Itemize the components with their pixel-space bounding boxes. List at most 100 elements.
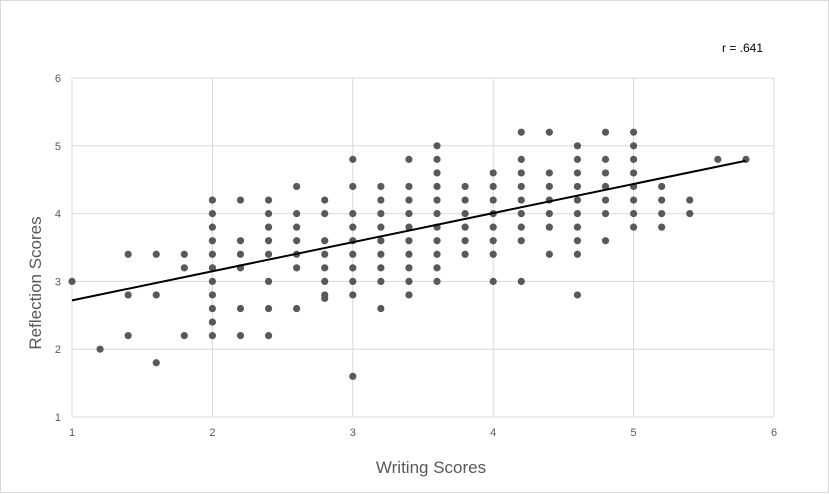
data-point (517, 277, 525, 285)
data-point (545, 128, 553, 136)
data-point (630, 155, 638, 163)
x-tick-label: 3 (350, 427, 356, 439)
data-point (489, 182, 497, 191)
data-point (714, 155, 722, 163)
data-point (461, 210, 469, 218)
data-point (180, 250, 188, 258)
data-point (180, 332, 188, 340)
data-point (405, 196, 413, 204)
data-point (433, 182, 441, 191)
data-point (601, 169, 610, 177)
data-point (236, 304, 245, 313)
data-point (264, 210, 273, 218)
data-point (349, 210, 357, 218)
data-point (68, 277, 76, 285)
data-point (630, 223, 638, 231)
data-point (630, 210, 638, 218)
data-point (630, 169, 638, 177)
data-point (433, 142, 441, 150)
data-point (264, 304, 273, 313)
data-point (630, 128, 638, 136)
data-point (545, 250, 553, 258)
y-tick-label: 5 (55, 141, 61, 153)
data-point (489, 277, 497, 285)
data-point (349, 223, 357, 231)
data-point (208, 277, 216, 285)
y-tick-label: 1 (55, 412, 61, 424)
data-point (208, 264, 216, 272)
data-point (293, 223, 301, 231)
data-point (601, 210, 610, 218)
data-point (405, 182, 413, 191)
data-point (264, 196, 273, 204)
data-point (208, 237, 216, 245)
x-tick-label: 2 (209, 427, 215, 439)
data-point (293, 304, 301, 313)
data-point (349, 291, 357, 299)
x-tick-label: 5 (631, 427, 637, 439)
data-point (573, 196, 582, 204)
data-point (124, 332, 132, 340)
data-point (405, 237, 413, 245)
data-point (377, 237, 385, 245)
data-point (573, 237, 582, 245)
data-point (208, 223, 216, 231)
data-point (601, 182, 610, 191)
y-axis-title: Reflection Scores (26, 216, 45, 349)
data-point (377, 277, 385, 285)
data-point (264, 277, 273, 285)
data-point (601, 237, 610, 245)
data-point (461, 196, 469, 204)
data-point (321, 237, 329, 245)
x-tick-label: 1 (69, 427, 75, 439)
data-points (68, 128, 750, 380)
data-point (433, 237, 441, 245)
data-point (264, 332, 273, 340)
data-point (349, 182, 357, 191)
data-point (349, 155, 357, 163)
data-point (208, 318, 216, 326)
data-point (573, 250, 582, 258)
data-point (293, 237, 301, 245)
data-point (208, 291, 216, 299)
data-point (489, 250, 497, 258)
data-point (573, 182, 582, 191)
data-point (601, 196, 610, 204)
data-point (573, 155, 582, 163)
data-point (321, 250, 329, 258)
data-point (96, 345, 104, 353)
data-point (208, 332, 216, 340)
data-point (517, 210, 525, 218)
data-point (236, 250, 245, 258)
y-tick-label: 6 (55, 73, 61, 85)
data-point (433, 277, 441, 285)
data-point (517, 169, 525, 177)
data-point (264, 250, 273, 258)
data-point (630, 142, 638, 150)
data-point (489, 223, 497, 231)
data-point (405, 250, 413, 258)
data-point (630, 196, 638, 204)
data-point (573, 223, 582, 231)
data-point (377, 223, 385, 231)
data-point (208, 210, 216, 218)
data-point (405, 210, 413, 218)
data-point (545, 182, 553, 191)
data-point (405, 155, 413, 163)
data-point (293, 182, 301, 191)
data-point (517, 237, 525, 245)
data-point (377, 182, 385, 191)
y-axis-ticks: 1 2 3 4 5 6 (55, 73, 61, 424)
data-point (517, 223, 525, 231)
data-point (433, 169, 441, 177)
data-point (573, 142, 582, 150)
x-axis-title: Writing Scores (376, 458, 486, 477)
data-point (405, 291, 413, 299)
data-point (349, 250, 357, 258)
data-point (208, 196, 216, 204)
data-point (573, 169, 582, 177)
data-point (208, 250, 216, 258)
data-point (601, 128, 610, 136)
